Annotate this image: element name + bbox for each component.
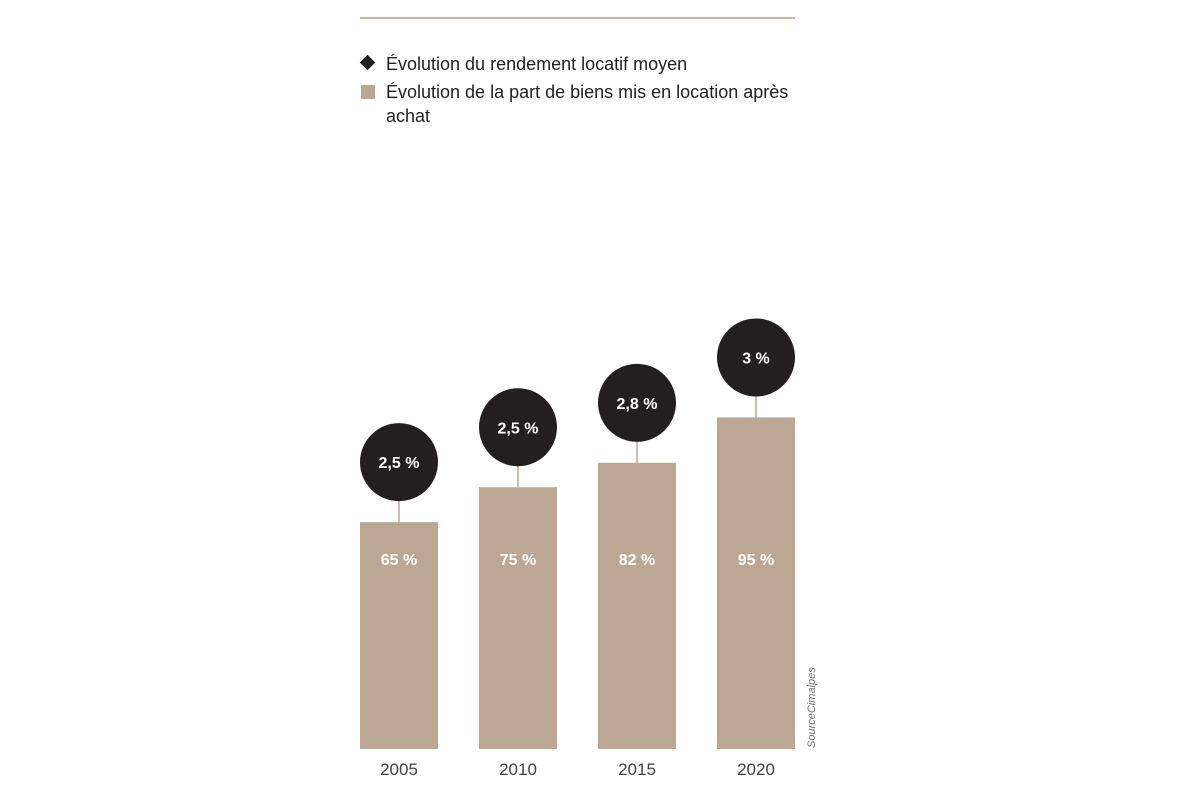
bar-group-2005: 65 % 2,5 % 2005 bbox=[360, 423, 438, 779]
bar-value-label: 95 % bbox=[738, 552, 774, 569]
bar-group-2010: 75 % 2,5 % 2010 bbox=[479, 388, 557, 779]
bar-value-label: 75 % bbox=[500, 552, 536, 569]
rate-bubble bbox=[717, 318, 795, 397]
rate-value-label: 2,5 % bbox=[498, 420, 539, 437]
x-tick-label: 2010 bbox=[499, 760, 537, 779]
legend-label-part-biens: Évolution de la part de biens mis en loc… bbox=[386, 82, 789, 126]
rate-value-label: 2,5 % bbox=[379, 455, 420, 472]
bar-value-label: 65 % bbox=[381, 552, 417, 569]
source-note: SourceCimalpes bbox=[806, 667, 818, 748]
rate-bubble bbox=[360, 423, 438, 502]
square-marker-icon bbox=[361, 85, 375, 99]
x-tick-label: 2005 bbox=[380, 760, 418, 779]
legend-item-rendement: Évolution du rendement locatif moyen bbox=[359, 52, 800, 76]
bar-group-2020: 95 % 3 % 2020 bbox=[717, 318, 795, 779]
rate-value-label: 3 % bbox=[742, 350, 770, 367]
rate-bubble bbox=[598, 363, 676, 442]
bar-group-2015: 82 % 2,8 % 2015 bbox=[598, 363, 676, 779]
bar-2010 bbox=[479, 487, 557, 749]
bar-2015 bbox=[598, 462, 676, 749]
x-tick-label: 2015 bbox=[618, 760, 656, 779]
legend-item-part-biens: Évolution de la part de biens mis en loc… bbox=[360, 80, 800, 128]
bar-value-label: 82 % bbox=[619, 552, 655, 569]
rate-bubble bbox=[479, 388, 557, 467]
legend: Évolution du rendement locatif moyen Évo… bbox=[359, 52, 800, 128]
x-tick-label: 2020 bbox=[737, 760, 775, 779]
legend-label-rendement: Évolution du rendement locatif moyen bbox=[386, 54, 688, 74]
bar-2005 bbox=[360, 522, 438, 749]
top-divider bbox=[360, 17, 795, 19]
rate-value-label: 2,8 % bbox=[617, 396, 658, 413]
bar-2020 bbox=[717, 417, 795, 749]
